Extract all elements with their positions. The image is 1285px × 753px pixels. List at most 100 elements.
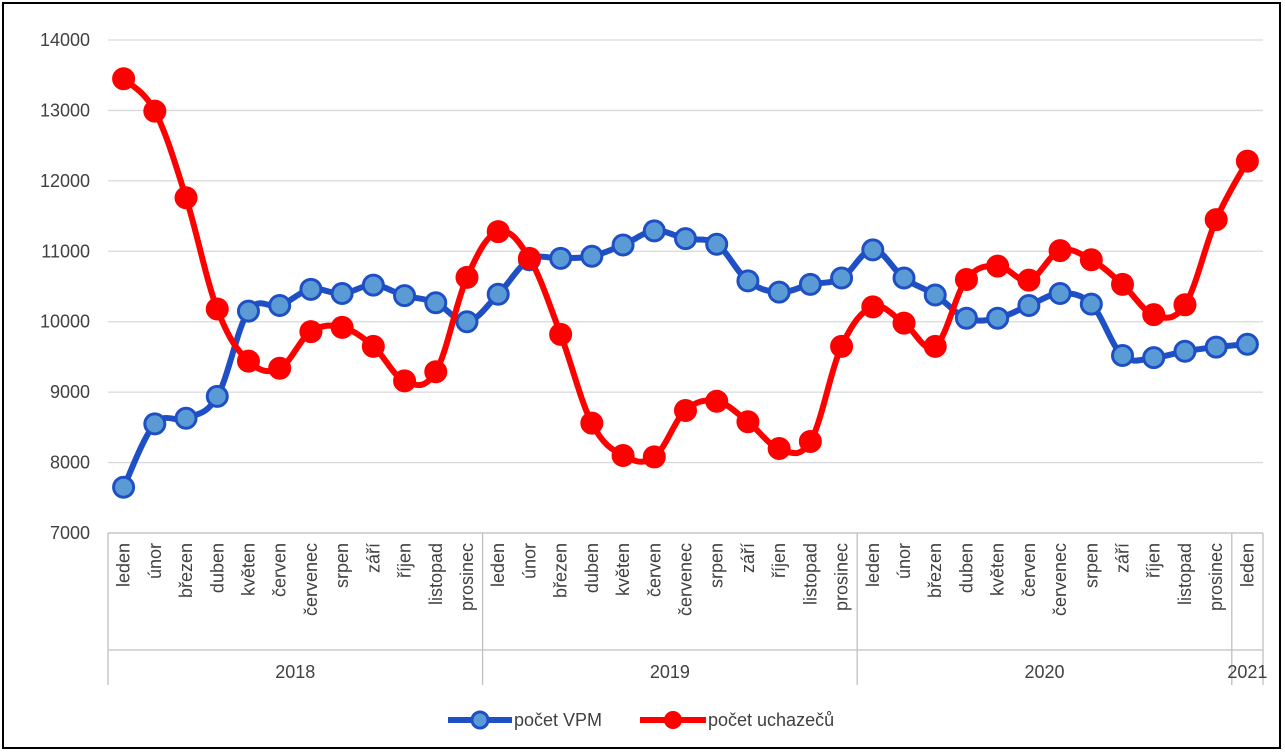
data-point [1111,272,1135,296]
year-label: 2018 [275,662,315,682]
y-tick-label: 13000 [40,100,90,120]
x-tick-label: červenec [301,543,321,616]
x-tick-label: prosinec [1206,543,1226,611]
x-tick-label: leden [488,543,508,587]
data-point [923,283,947,307]
data-point [299,277,323,301]
data-point [861,238,885,262]
x-tick-label: říjen [1144,543,1164,578]
data-point [580,244,604,268]
data-point [268,294,292,318]
x-tick-label: říjen [769,543,789,578]
data-point [549,246,573,270]
x-tick-label: prosinec [457,543,477,611]
data-point [174,406,198,430]
legend-label: počet uchazečů [708,710,834,730]
y-tick-label: 14000 [40,30,90,50]
x-tick-label: září [1113,543,1133,573]
x-tick-label: listopad [800,543,820,605]
data-point [517,246,541,270]
x-tick-label: leden [863,543,883,587]
data-point [705,389,729,413]
x-tick-label: listopad [1175,543,1195,605]
data-point [1142,346,1166,370]
x-tick-label: srpen [707,543,727,588]
data-point [330,282,354,306]
data-point [205,297,229,321]
data-point [299,320,323,344]
data-point [330,315,354,339]
data-point [892,311,916,335]
x-tick-label: září [738,543,758,573]
x-tick-label: červen [1019,543,1039,597]
x-tick-label: leden [114,543,134,587]
data-point [954,267,978,291]
x-tick-label: červen [270,543,290,597]
x-tick-label: květen [238,543,258,596]
data-point [798,272,822,296]
data-point [736,410,760,434]
data-point [143,412,167,436]
data-point [1048,282,1072,306]
data-point [954,306,978,330]
data-point [1079,248,1103,272]
y-tick-label: 9000 [50,382,90,402]
data-point [112,475,136,499]
data-point [1235,332,1259,356]
data-point [1142,303,1166,327]
data-point [580,411,604,435]
data-point [1235,149,1259,173]
grid-lines [108,39,1263,534]
x-tick-label: srpen [332,543,352,588]
y-tick-label: 12000 [40,171,90,191]
y-tick-label: 10000 [40,312,90,332]
y-tick-label: 11000 [41,241,90,261]
x-tick-label: duben [582,543,602,593]
x-tick-label: březen [551,543,571,598]
x-tick-label: květen [988,543,1008,596]
legend: počet VPM počet uchazečů [448,710,834,730]
data-point [112,67,136,91]
data-point [455,310,479,334]
data-point [1079,292,1103,316]
x-tick-label: leden [1237,543,1257,587]
data-point [674,398,697,422]
x-tick-label: srpen [1081,543,1101,588]
x-tick-label: únor [894,543,914,579]
data-point [642,445,666,469]
data-point [1017,268,1041,292]
data-point [611,233,635,257]
data-point [455,265,479,289]
legend-label: počet VPM [514,710,602,730]
x-tick-label: duben [207,543,227,593]
data-point [830,334,854,358]
data-point [1017,294,1041,318]
data-point [892,266,916,290]
x-tick-label: červenec [1050,543,1070,616]
data-point [486,220,510,244]
data-point [705,232,729,256]
data-point [361,334,385,358]
data-point [361,273,385,297]
x-tick-label: březen [925,543,945,598]
data-point [674,227,697,251]
data-point [1173,293,1197,317]
legend-marker [664,711,682,729]
x-tick-label: březen [176,543,196,598]
year-label: 2020 [1024,662,1064,682]
data-point [424,291,448,315]
data-point [549,322,573,346]
data-point [268,356,292,380]
x-tick-label: květen [613,543,633,596]
data-point [236,349,260,373]
data-point [1173,339,1197,363]
data-point [174,186,198,210]
data-point [205,384,229,408]
x-axis: leden únor březen duben květen červen červenec… [107,532,1267,685]
data-point [798,429,822,453]
data-point [861,295,885,319]
data-point [923,334,947,358]
data-point [642,219,666,243]
x-tick-label: únor [145,543,165,579]
